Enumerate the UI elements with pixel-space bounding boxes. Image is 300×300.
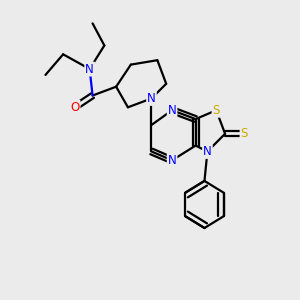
Text: N: N [147,92,156,105]
Text: N: N [85,62,94,76]
Text: S: S [213,104,220,117]
Text: N: N [168,104,176,117]
Text: S: S [241,127,248,140]
Text: N: N [168,154,176,167]
Text: O: O [70,101,80,114]
Text: N: N [203,145,212,158]
